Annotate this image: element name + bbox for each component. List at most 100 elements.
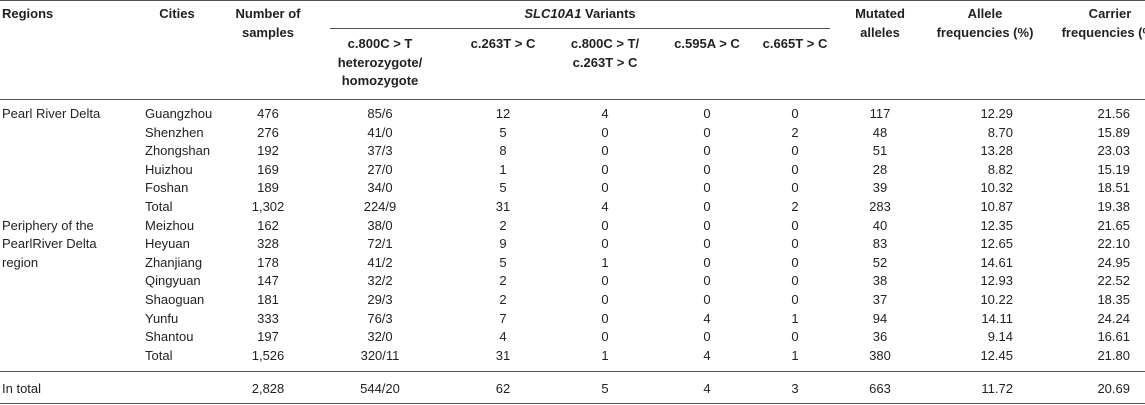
data-cell: 7 xyxy=(499,310,507,326)
data-cell: 380 xyxy=(869,347,891,363)
column-header: alleles xyxy=(860,24,900,40)
data-cell: 192 xyxy=(257,143,279,159)
column-header: Number of xyxy=(235,6,301,21)
column-header: frequencies (%) xyxy=(1061,24,1145,40)
header-rule xyxy=(0,99,1145,100)
data-cell: 1 xyxy=(791,310,799,326)
data-cell: 36 xyxy=(872,329,888,345)
data-cell: 224/9 xyxy=(363,199,397,214)
column-header: Mutated xyxy=(855,6,905,21)
data-cell: 38 xyxy=(872,273,888,289)
data-cell: 29/3 xyxy=(367,292,393,307)
data-cell: 22.10 xyxy=(1097,236,1130,252)
data-cell: 0 xyxy=(703,199,711,214)
data-cell: 1 xyxy=(601,347,609,363)
data-cell: 1,526 xyxy=(251,347,285,363)
data-cell: 41/0 xyxy=(367,124,393,140)
total-cell: 62 xyxy=(495,381,511,396)
variants-header: SLC10A1 Variants xyxy=(524,5,635,24)
span-rule xyxy=(330,28,830,29)
data-cell: 320/11 xyxy=(360,347,400,363)
data-cell: 333 xyxy=(257,310,279,326)
data-cell: 0 xyxy=(601,273,609,289)
data-cell: 4 xyxy=(499,329,507,345)
data-cell: 0 xyxy=(791,329,799,345)
data-cell: 1 xyxy=(601,254,609,270)
data-cell: 5 xyxy=(499,254,507,270)
data-cell: 28 xyxy=(872,161,888,177)
data-cell: 328 xyxy=(257,236,279,252)
data-cell: 1,302 xyxy=(251,199,285,214)
data-cell: 2 xyxy=(791,124,799,140)
data-cell: 8 xyxy=(499,143,507,159)
data-cell: 21.56 xyxy=(1097,106,1130,121)
data-cell: 13.28 xyxy=(980,143,1013,159)
data-cell: 21.80 xyxy=(1097,347,1130,363)
data-cell: 38/0 xyxy=(367,217,393,233)
total-cell: 663 xyxy=(869,381,891,396)
data-cell: 4 xyxy=(601,199,609,214)
data-cell: 0 xyxy=(601,236,609,252)
data-cell: 37 xyxy=(872,292,888,307)
city-cell: Shantou xyxy=(145,329,194,345)
data-cell: 0 xyxy=(791,292,799,307)
data-cell: 0 xyxy=(601,310,609,326)
data-cell: 9.14 xyxy=(987,329,1013,345)
data-cell: 52 xyxy=(872,254,888,270)
city-cell: Guangzhou xyxy=(145,106,213,121)
data-cell: 0 xyxy=(703,273,711,289)
city-cell: Shenzhen xyxy=(145,124,204,140)
region-label: Pearl River Delta xyxy=(2,106,101,121)
data-cell: 31 xyxy=(495,347,511,363)
data-cell: 4 xyxy=(703,310,711,326)
data-cell: 24.24 xyxy=(1097,310,1130,326)
data-cell: 18.35 xyxy=(1097,292,1130,307)
city-cell: Meizhou xyxy=(145,217,195,233)
data-cell: 76/3 xyxy=(367,310,393,326)
column-header: c.263T > C xyxy=(572,54,638,70)
column-header: c.665T > C xyxy=(762,36,828,51)
data-cell: 0 xyxy=(703,292,711,307)
city-cell: Foshan xyxy=(145,180,189,196)
column-header: c.800C > T/ xyxy=(570,36,640,51)
city-cell: Heyuan xyxy=(145,236,190,252)
data-cell: 15.89 xyxy=(1097,124,1130,140)
data-cell: 24.95 xyxy=(1097,254,1130,270)
data-cell: 1 xyxy=(499,161,507,177)
data-cell: 189 xyxy=(257,180,279,196)
data-cell: 10.32 xyxy=(980,180,1013,196)
data-cell: 94 xyxy=(872,310,888,326)
column-header: Allele xyxy=(967,6,1003,21)
data-cell: 27/0 xyxy=(367,161,393,177)
data-cell: 0 xyxy=(703,329,711,345)
data-cell: 0 xyxy=(791,236,799,252)
data-cell: 0 xyxy=(791,254,799,270)
data-cell: 0 xyxy=(791,217,799,233)
column-header: c.595A > C xyxy=(674,36,740,51)
data-cell: 21.65 xyxy=(1097,217,1130,233)
data-cell: 0 xyxy=(791,180,799,196)
data-cell: 0 xyxy=(601,329,609,345)
data-cell: 0 xyxy=(703,254,711,270)
data-cell: 5 xyxy=(499,124,507,140)
data-cell: 0 xyxy=(703,106,711,121)
data-cell: 0 xyxy=(791,143,799,159)
data-cell: 8.82 xyxy=(987,161,1013,177)
city-cell: Shaoguan xyxy=(145,292,205,307)
data-cell: 117 xyxy=(869,106,891,121)
column-header: Regions xyxy=(2,6,54,21)
data-cell: 0 xyxy=(601,180,609,196)
data-cell: 2 xyxy=(499,273,507,289)
data-cell: 9 xyxy=(499,236,507,252)
data-cell: 0 xyxy=(601,143,609,159)
data-cell: 10.87 xyxy=(980,199,1013,214)
data-cell: 16.61 xyxy=(1097,329,1130,345)
column-header: c.800C > T xyxy=(347,36,413,51)
data-cell: 48 xyxy=(872,124,888,140)
column-header: frequencies (%) xyxy=(936,24,1034,40)
data-cell: 12.93 xyxy=(980,273,1013,289)
data-cell: 40 xyxy=(872,217,888,233)
data-cell: 14.61 xyxy=(980,254,1013,270)
data-cell: 12.65 xyxy=(980,236,1013,252)
